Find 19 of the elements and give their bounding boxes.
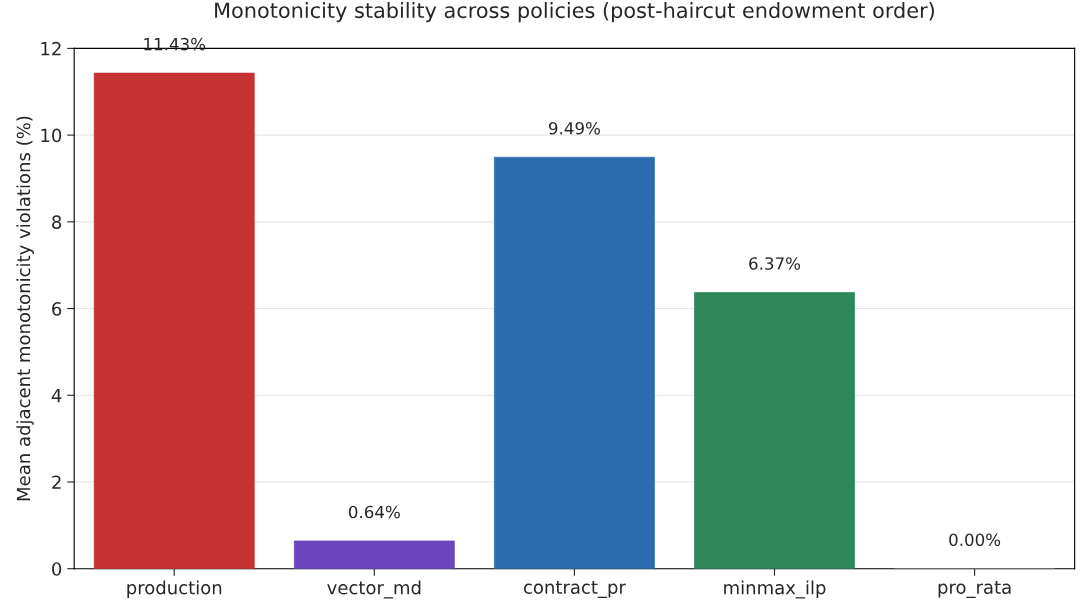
data-label: 0.64% xyxy=(348,505,400,519)
x-tick-label: minmax_ilp xyxy=(724,580,826,599)
data-label: 6.37% xyxy=(749,257,801,270)
y-tick-label: 2 xyxy=(52,475,61,489)
data-label: 9.49% xyxy=(548,121,600,135)
y-axis-title: Mean adjacent monotonicity violations (%) xyxy=(16,116,34,501)
x-tick-label: contract_pr xyxy=(523,581,626,598)
y-tick-label: 6 xyxy=(52,302,62,316)
data-label: 11.43% xyxy=(144,37,206,51)
x-tick-label: production xyxy=(127,580,222,598)
y-tick-label: 8 xyxy=(52,215,62,229)
x-tick-label: vector_md xyxy=(327,580,421,599)
y-tick-label: 0 xyxy=(52,562,62,576)
y-tick-label: 10 xyxy=(41,128,62,143)
chart-title: Monotonicity stability across policies (post-haircut endowment order) xyxy=(215,2,934,23)
data-label: 0.00% xyxy=(949,533,1001,547)
x-tick-label: pro_rata xyxy=(938,581,1011,598)
y-tick-label: 4 xyxy=(51,388,62,403)
y-tick-label: 12 xyxy=(41,41,61,56)
